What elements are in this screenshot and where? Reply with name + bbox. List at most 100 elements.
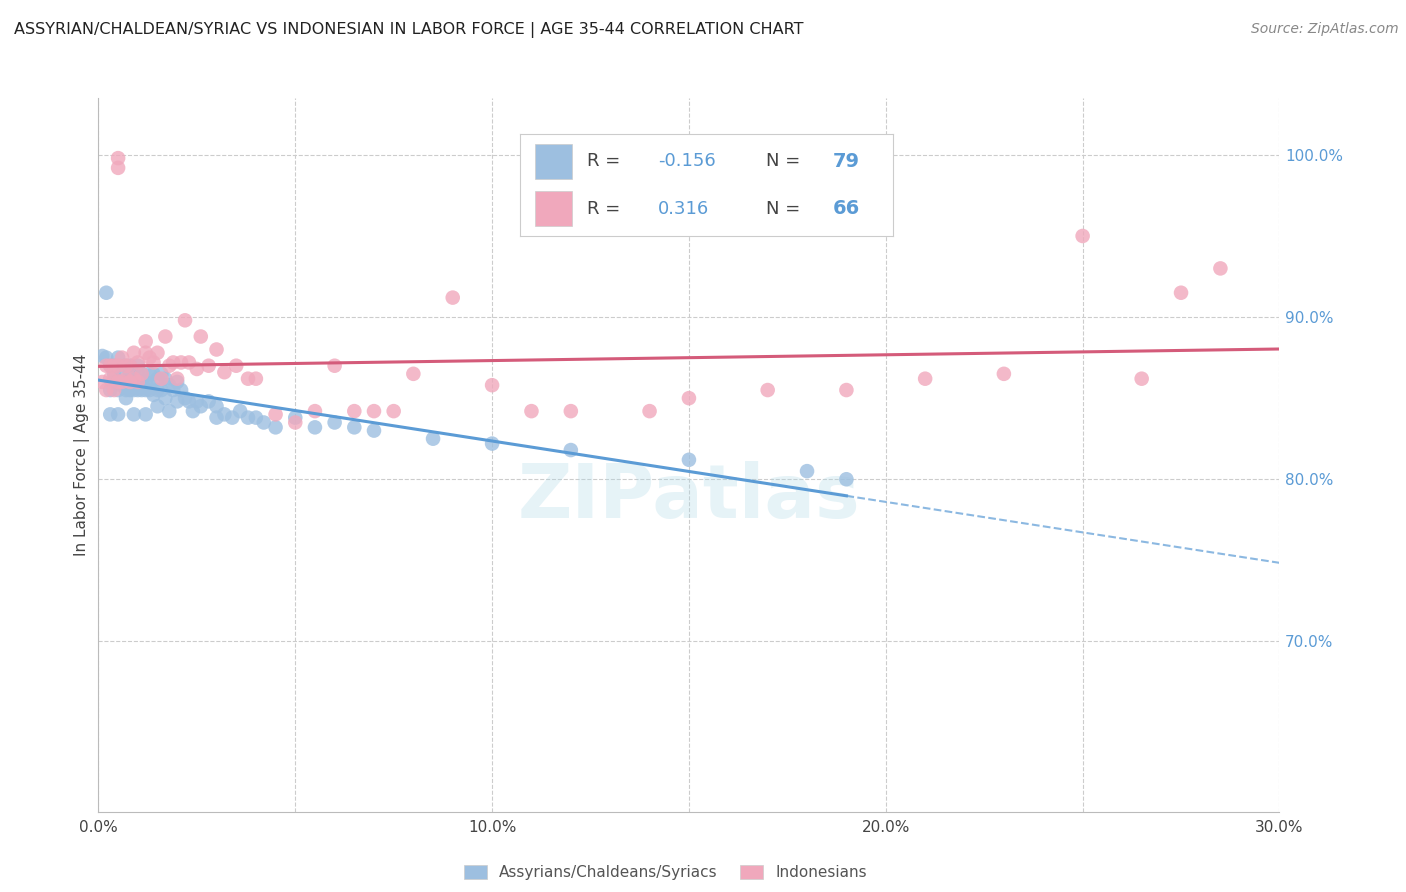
Point [284,416,307,430]
Point [560,404,582,418]
Point [118,359,141,373]
Point [111,351,134,365]
Point [91,349,114,363]
Point [245,410,267,425]
Point [157,378,180,392]
Point [138,367,160,381]
Point [142,367,165,381]
Point [155,329,177,343]
Point [111,367,134,381]
Point [122,408,145,422]
Point [118,375,141,389]
Point [304,420,326,434]
Text: ASSYRIAN/CHALDEAN/SYRIAC VS INDONESIAN IN LABOR FORCE | AGE 35-44 CORRELATION CH: ASSYRIAN/CHALDEAN/SYRIAC VS INDONESIAN I… [14,22,804,38]
Text: -0.156: -0.156 [658,153,716,170]
Point [323,359,346,373]
Point [111,378,134,392]
Point [221,410,243,425]
Point [127,383,149,397]
Point [264,408,287,422]
Point [103,383,125,397]
Point [756,383,779,397]
Point [107,161,129,175]
Point [146,372,169,386]
Point [205,410,228,425]
Point [115,359,138,373]
Text: N =: N = [766,153,806,170]
Point [98,372,121,386]
Point [131,375,153,389]
Point [150,372,173,386]
Point [96,383,118,397]
Point [1130,372,1153,386]
Point [107,408,129,422]
Bar [536,144,572,179]
Point [96,285,118,300]
Point [107,375,129,389]
Point [181,404,204,418]
Point [138,383,160,397]
Point [146,345,169,359]
Point [796,464,818,478]
Point [146,383,169,397]
Point [1071,229,1094,244]
Point [127,375,149,389]
Point [166,394,188,409]
Point [142,388,165,402]
Point [229,404,252,418]
Point [186,362,208,376]
Point [678,391,700,405]
Point [162,355,184,369]
Text: N =: N = [766,200,806,218]
Point [197,394,219,409]
Point [135,408,157,422]
Point [118,359,141,373]
Point [127,355,149,369]
Point [107,383,129,397]
Point [236,410,259,425]
Point [96,359,118,373]
Point [103,359,125,373]
Point [481,378,503,392]
Point [150,383,173,397]
Point [363,404,385,418]
Point [131,367,153,381]
Point [118,383,141,397]
Point [245,372,267,386]
Text: ZIPatlas: ZIPatlas [517,461,860,534]
Point [422,432,444,446]
Point [98,359,121,373]
Point [170,355,193,369]
Point [135,345,157,359]
Point [170,383,193,397]
Point [107,351,129,365]
Point [343,404,366,418]
Y-axis label: In Labor Force | Age 35-44: In Labor Force | Age 35-44 [75,354,90,556]
Point [678,452,700,467]
Point [111,375,134,389]
Point [638,404,661,418]
Point [103,359,125,373]
Point [363,424,385,438]
Point [304,404,326,418]
Point [177,355,200,369]
Point [560,443,582,458]
Point [835,472,858,486]
Point [155,372,177,386]
Point [343,420,366,434]
Point [214,365,236,379]
Point [107,359,129,373]
Point [98,383,121,397]
Point [236,372,259,386]
Point [135,334,157,349]
Point [115,391,138,405]
Point [138,378,160,392]
Point [150,367,173,381]
Point [402,367,425,381]
Text: R =: R = [588,153,626,170]
Point [382,404,405,418]
Point [166,375,188,389]
Point [142,355,165,369]
Text: 0.316: 0.316 [658,200,710,218]
Point [441,291,464,305]
